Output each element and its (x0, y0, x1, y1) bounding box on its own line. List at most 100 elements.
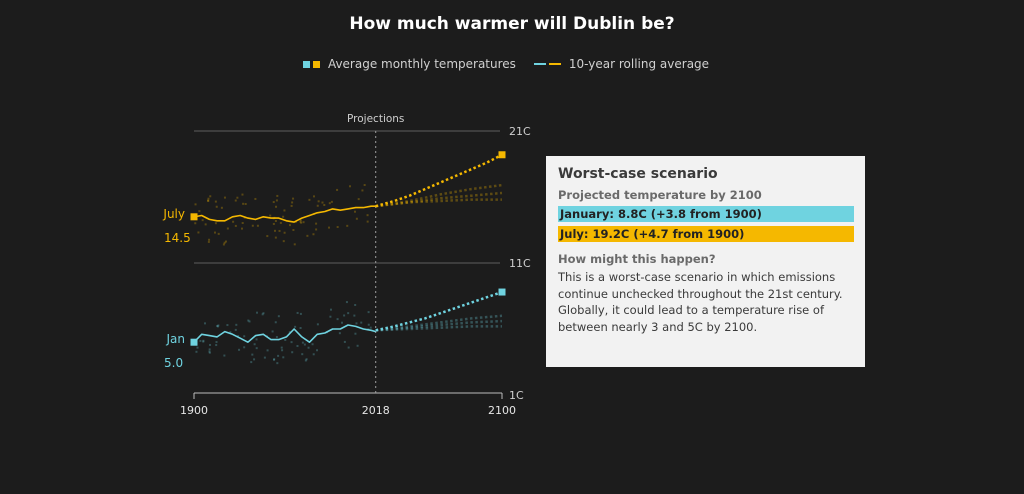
monthly-temperature-dot (226, 324, 229, 327)
monthly-temperature-dot (282, 356, 285, 359)
monthly-temperature-dot (266, 235, 269, 238)
legend-swatch-july-square (312, 60, 320, 68)
monthly-temperature-dot (328, 226, 331, 229)
alt-projection-line (375, 191, 503, 208)
monthly-temperature-dot (215, 344, 218, 347)
monthly-temperature-dot (217, 232, 220, 235)
monthly-temperature-dot (316, 323, 319, 326)
monthly-temperature-dot (215, 205, 218, 208)
monthly-temperature-dot (312, 233, 315, 236)
monthly-temperature-dot (353, 210, 356, 213)
monthly-temperature-dot (217, 324, 220, 327)
monthly-temperature-dot (254, 197, 257, 200)
monthly-temperature-dot (209, 343, 212, 346)
monthly-temperature-dot (288, 224, 291, 227)
monthly-temperature-dot (336, 226, 339, 229)
january-start-value: 5.0 (164, 356, 183, 370)
legend-label-rolling: 10-year rolling average (568, 57, 710, 71)
monthly-temperature-dot (198, 210, 201, 213)
monthly-temperature-dot (277, 354, 280, 357)
monthly-temperature-dot (299, 220, 302, 223)
monthly-temperature-dot (288, 331, 291, 334)
january-series-label: Jan (166, 332, 186, 346)
monthly-temperature-dot (294, 325, 297, 328)
monthly-temperature-dot (214, 200, 217, 203)
monthly-temperature-dot (343, 314, 346, 317)
alt-projection-line (375, 198, 502, 208)
monthly-temperature-dot (345, 301, 348, 304)
monthly-temperature-dot (195, 350, 198, 353)
monthly-temperature-dot (273, 358, 276, 361)
x-tick-label: 1900 (180, 404, 208, 417)
monthly-temperature-dot (251, 224, 254, 227)
monthly-temperature-dot (277, 315, 280, 318)
legend-item-rolling: 10-year rolling average (533, 57, 710, 71)
monthly-temperature-dot (222, 243, 225, 246)
monthly-temperature-dot (316, 204, 319, 207)
monthly-temperature-dot (244, 202, 247, 205)
monthly-temperature-dot (255, 347, 258, 350)
monthly-temperature-dot (273, 358, 276, 361)
monthly-temperature-dot (290, 204, 293, 207)
monthly-temperature-dot (357, 198, 360, 201)
monthly-temperature-dot (236, 196, 239, 199)
monthly-temperature-dot (369, 326, 372, 329)
monthly-temperature-dot (238, 348, 241, 351)
july-endpoint-marker (190, 213, 198, 221)
monthly-temperature-dot (355, 217, 358, 220)
monthly-temperature-dot (283, 231, 286, 234)
monthly-temperature-dot (323, 204, 326, 207)
monthly-temperature-dot (213, 231, 216, 234)
monthly-temperature-dot (302, 221, 305, 224)
monthly-temperature-dot (330, 200, 333, 203)
monthly-temperature-dot (243, 346, 246, 349)
monthly-temperature-dot (208, 351, 211, 354)
monthly-temperature-dot (240, 227, 243, 230)
monthly-temperature-dot (225, 240, 228, 243)
monthly-temperature-dot (234, 199, 237, 202)
monthly-temperature-dot (243, 335, 246, 338)
worst-case-projection-line (375, 153, 503, 208)
monthly-temperature-dot (247, 319, 250, 322)
monthly-temperature-dot (274, 321, 277, 324)
monthly-temperature-dot (223, 196, 226, 199)
monthly-temperature-dot (204, 322, 207, 325)
monthly-temperature-dot (201, 219, 204, 222)
monthly-temperature-dot (199, 339, 202, 342)
panel-title: Worst-case scenario (558, 166, 718, 182)
monthly-temperature-dot (253, 343, 256, 346)
monthly-temperature-dot (216, 325, 219, 328)
monthly-temperature-dot (308, 198, 311, 201)
monthly-temperature-dot (292, 197, 295, 200)
july-projection-bar: July: 19.2C (+4.7 from 1900) (558, 226, 854, 242)
monthly-temperature-dot (207, 199, 210, 202)
scenario-panel: Worst-case scenario Projected temperatur… (546, 156, 865, 367)
monthly-temperature-dot (356, 344, 359, 347)
monthly-temperature-dot (290, 341, 293, 344)
x-tick-label: 2018 (362, 404, 390, 417)
january-endpoint-marker (190, 338, 198, 346)
monthly-temperature-dot (341, 321, 344, 324)
monthly-temperature-dot (216, 325, 219, 328)
july-start-value: 14.5 (164, 231, 191, 245)
panel-body: This is a worst-case scenario in which e… (558, 270, 843, 334)
january-projection-bar: January: 8.8C (+3.8 from 1900) (558, 206, 854, 222)
monthly-temperature-dot (329, 308, 332, 311)
monthly-temperature-dot (312, 195, 315, 198)
monthly-temperature-dot (353, 314, 356, 317)
monthly-temperature-dot (292, 229, 295, 232)
monthly-temperature-dot (207, 240, 210, 243)
monthly-temperature-dot (250, 361, 253, 364)
legend-label-monthly: Average monthly temperatures (327, 57, 516, 71)
monthly-temperature-dot (282, 215, 285, 218)
monthly-temperature-dot (305, 358, 308, 361)
monthly-temperature-dot (235, 323, 238, 326)
monthly-temperature-dot (274, 236, 277, 239)
alt-projection-line (375, 325, 502, 332)
y-tick-label: 1C (509, 389, 524, 402)
monthly-temperature-dot (208, 348, 211, 351)
monthly-temperature-dot (316, 349, 319, 352)
projections-label: Projections (347, 113, 404, 125)
monthly-temperature-dot (263, 356, 266, 359)
monthly-temperature-dot (226, 227, 229, 230)
